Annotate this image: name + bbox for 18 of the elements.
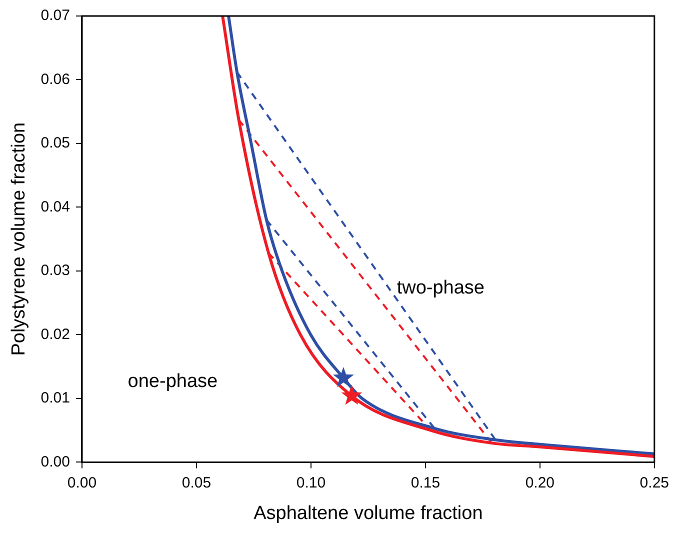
y-axis-title: Polystyrene volume fraction: [8, 122, 30, 356]
x-tick-label: 0.00: [67, 474, 97, 492]
x-tick-label: 0.25: [640, 474, 670, 492]
y-tick-label: 0.02: [40, 326, 70, 343]
x-tick-label: 0.15: [410, 474, 440, 492]
y-tick-label: 0.03: [40, 262, 70, 280]
x-tick-label: 0.10: [296, 474, 326, 492]
y-tick-label: 0.07: [40, 7, 70, 24]
x-tick-label: 0.20: [525, 474, 555, 492]
x-tick-label: 0.05: [182, 474, 212, 492]
y-tick-label: 0.04: [40, 198, 70, 216]
y-tick-label: 0.06: [40, 70, 70, 88]
x-axis-title: Asphaltene volume fraction: [254, 502, 483, 524]
y-tick-label: 0.05: [40, 134, 70, 152]
y-tick-label: 0.00: [40, 453, 70, 470]
annotation: two-phase: [396, 277, 484, 298]
annotation: one-phase: [128, 371, 218, 392]
y-tick-label: 0.01: [40, 390, 70, 407]
